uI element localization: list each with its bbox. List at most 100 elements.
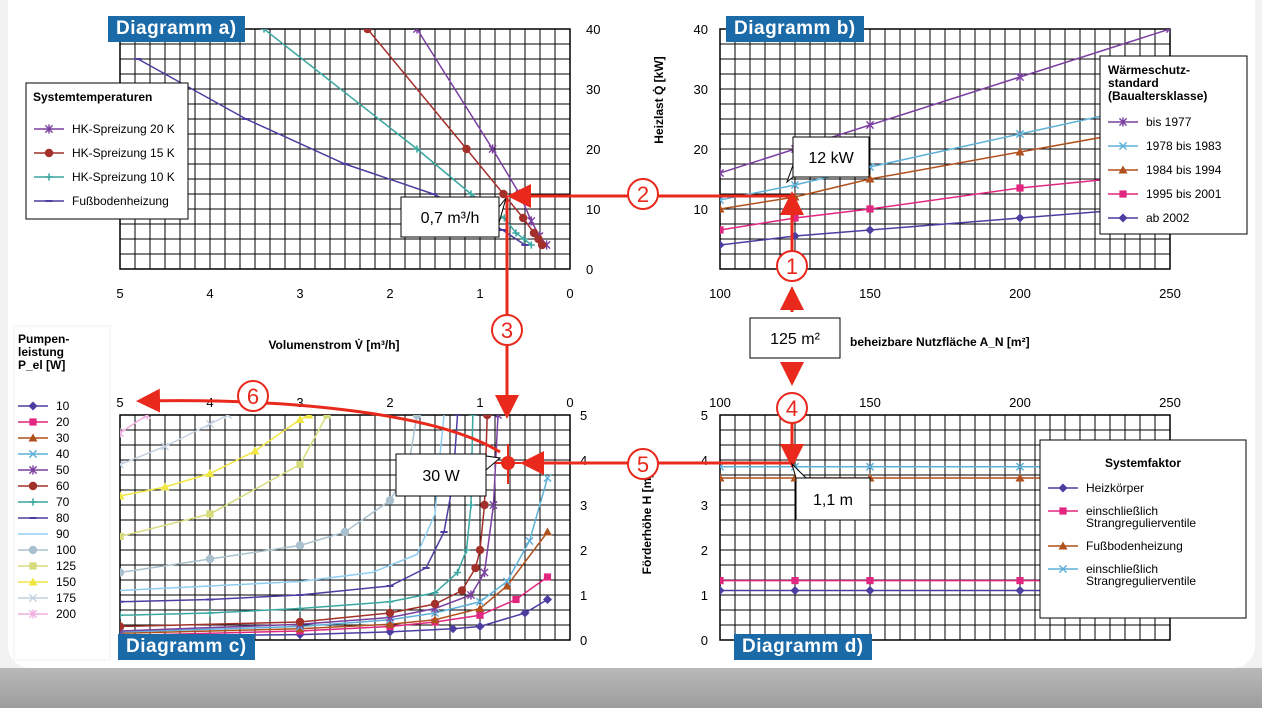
marker [120, 611, 124, 619]
power-callout: 30 W [395, 453, 502, 497]
callout-box [400, 196, 500, 238]
callout-text: 125 m² [770, 331, 820, 348]
legend-label: einschließlich Strangregulierventile [1086, 504, 1196, 530]
marker [1016, 184, 1024, 192]
marker [340, 527, 350, 537]
axis-title-a-y: Heizlast Q̇ [kW] [651, 56, 666, 143]
marker [1015, 586, 1025, 595]
text-line: (Baualtersklasse) [1108, 89, 1207, 103]
callout-text: 30 W [422, 468, 460, 485]
marker [295, 415, 305, 423]
marker [520, 235, 528, 243]
text-line: Pumpen- [18, 332, 69, 346]
text-line: einschließlich [1086, 562, 1158, 576]
y-tick-label: 40 [694, 22, 708, 37]
marker [527, 241, 535, 249]
marker [720, 168, 725, 178]
legend-label: Fußbodenheizung [72, 194, 169, 208]
legend-label: ab 2002 [1146, 211, 1190, 225]
marker [471, 563, 480, 573]
x-tick-label: 100 [709, 395, 731, 410]
marker [413, 145, 421, 153]
marker [120, 428, 125, 438]
marker [430, 615, 440, 624]
step-circle-1 [776, 250, 808, 282]
marker [457, 586, 467, 595]
legend-box [13, 325, 111, 661]
y-tick-label: 20 [694, 142, 708, 157]
callout-box [395, 453, 487, 497]
y-tick-label: 0 [580, 633, 587, 648]
callout-tip [485, 455, 502, 472]
marker [120, 491, 125, 500]
marker [453, 568, 462, 577]
callout-box [749, 317, 841, 359]
step-number-5: 5 [637, 452, 649, 477]
legend-label: 80 [56, 511, 70, 525]
marker [206, 609, 214, 617]
marker [28, 433, 38, 442]
operating-point [501, 456, 515, 470]
marker [865, 462, 875, 471]
text-line: standard [1108, 76, 1159, 90]
callout-text: 0,7 m³/h [421, 210, 480, 227]
marker [29, 418, 37, 426]
marker [1059, 507, 1067, 515]
marker [1118, 117, 1128, 127]
marker [1015, 72, 1025, 82]
marker [45, 173, 53, 181]
flow-callout: 0,7 m³/h [400, 196, 507, 238]
y-tick-label: 2 [580, 543, 587, 558]
plot-frame [119, 414, 571, 641]
marker [120, 460, 125, 469]
x-tick-label: 200 [1009, 286, 1031, 301]
marker [720, 195, 725, 205]
x-tick-label: 2 [386, 286, 393, 301]
callout-tip [790, 462, 808, 479]
y-tick-label: 10 [694, 202, 708, 217]
callout-box [792, 136, 870, 178]
legend-label: 100 [56, 543, 76, 557]
marker [160, 482, 170, 491]
x-tick-label: 100 [709, 286, 731, 301]
marker [790, 586, 800, 595]
y-tick-label: 3 [701, 498, 708, 513]
y-tick-label: 30 [586, 82, 600, 97]
marker [866, 577, 874, 585]
marker [791, 577, 799, 585]
marker [28, 465, 38, 475]
text-line: Strangregulierventile [1086, 574, 1196, 588]
marker [205, 554, 215, 564]
marker [28, 577, 38, 586]
legend-label: 40 [56, 447, 70, 461]
diagram-a-badge: Diagramm a) [108, 16, 245, 42]
x-tick-label: 5 [116, 286, 123, 301]
marker [363, 29, 372, 34]
x-tick-label: 3 [296, 286, 303, 301]
marker [1058, 483, 1068, 493]
y-tick-label: 4 [701, 453, 708, 468]
legend-label: 30 [56, 431, 70, 445]
step-number-1: 1 [786, 254, 798, 279]
marker [475, 604, 485, 612]
marker [448, 624, 458, 634]
marker [412, 29, 422, 34]
bottom-band [0, 668, 1262, 708]
step-number-6: 6 [247, 384, 259, 409]
legend-label: HK-Spreizung 20 K [72, 122, 175, 136]
legend-label: 175 [56, 591, 76, 605]
y-tick-label: 1 [701, 588, 708, 603]
legend-label: 1984 bis 1994 [1146, 163, 1222, 177]
head-callout: 1,1 m [790, 462, 871, 521]
marker [1058, 564, 1068, 574]
marker [519, 213, 528, 223]
series-line-c-12 [120, 415, 229, 466]
marker [431, 589, 439, 597]
series-line-c-4 [120, 415, 499, 632]
legend-label: 125 [56, 559, 76, 573]
diagram-b-badge: Diagramm b) [726, 16, 864, 42]
y-tick-label: 20 [586, 142, 600, 157]
marker [489, 500, 498, 510]
